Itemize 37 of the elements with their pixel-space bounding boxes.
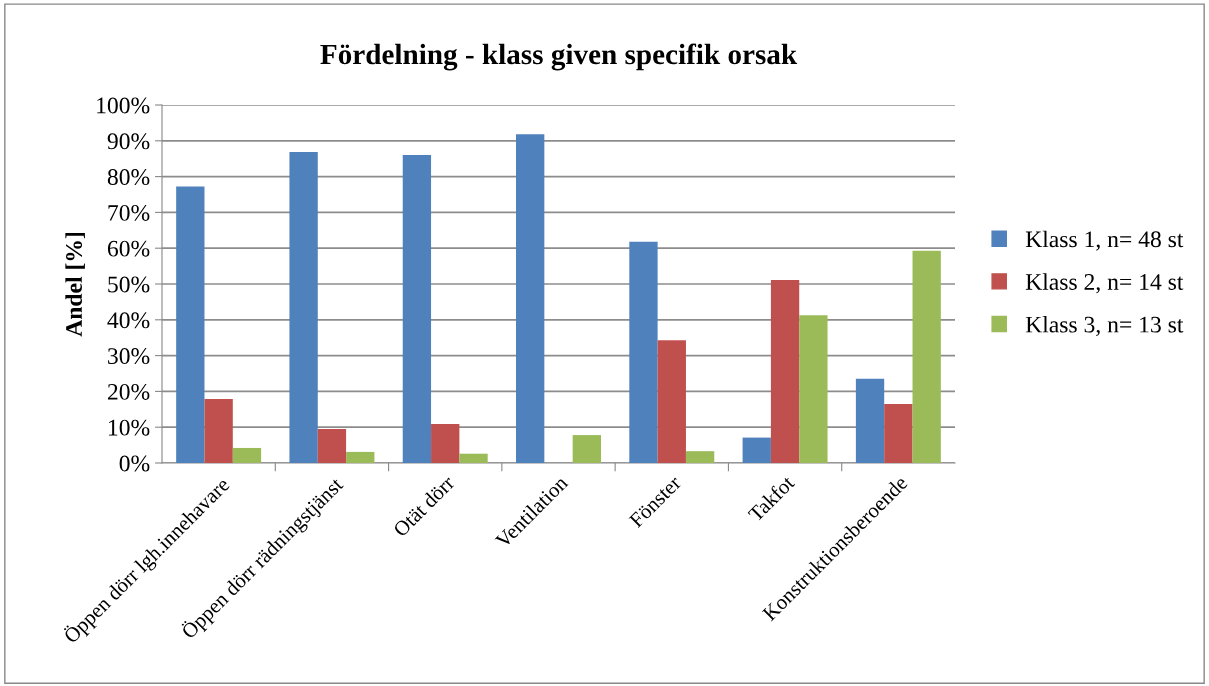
bar	[572, 435, 601, 463]
bar	[799, 315, 828, 463]
bar	[289, 151, 318, 463]
bar	[346, 451, 375, 463]
y-tick-label: 20%	[107, 383, 150, 400]
bar	[629, 241, 658, 463]
bar	[855, 378, 885, 463]
y-tick-label: 50%	[108, 276, 150, 293]
bar	[204, 398, 233, 463]
y-tick-label: 60%	[107, 240, 150, 257]
bar	[884, 403, 913, 463]
x-tick-label: Otät dörr	[392, 474, 456, 538]
bar	[912, 250, 941, 463]
legend-label: Klass 1, n= 48 st	[1025, 230, 1184, 251]
y-tick-label: 70%	[108, 204, 150, 221]
legend-label: Klass 2, n= 14 st	[1025, 273, 1184, 294]
bar	[402, 155, 432, 463]
bar	[685, 451, 715, 463]
bar	[770, 280, 800, 463]
y-tick-label: 10%	[108, 419, 150, 436]
bar	[459, 453, 488, 463]
legend-label: Klass 3, n= 13 st	[1025, 315, 1184, 336]
bar	[431, 423, 460, 463]
chart-title: Fördelning - klass given specifik orsak	[320, 43, 798, 71]
y-tick-label: 80%	[107, 169, 150, 186]
y-axis-title: Andel [%]	[65, 232, 85, 337]
bar	[742, 437, 771, 463]
bar	[657, 340, 686, 463]
y-tick-label: 0%	[119, 455, 150, 472]
bar	[176, 186, 205, 463]
bar	[317, 428, 347, 463]
y-tick-label: 90%	[107, 133, 150, 150]
y-tick-label: 100%	[97, 97, 150, 114]
bar	[516, 134, 545, 463]
y-tick-label: 30%	[108, 348, 150, 365]
bar	[232, 447, 262, 463]
y-tick-label: 40%	[107, 312, 150, 329]
